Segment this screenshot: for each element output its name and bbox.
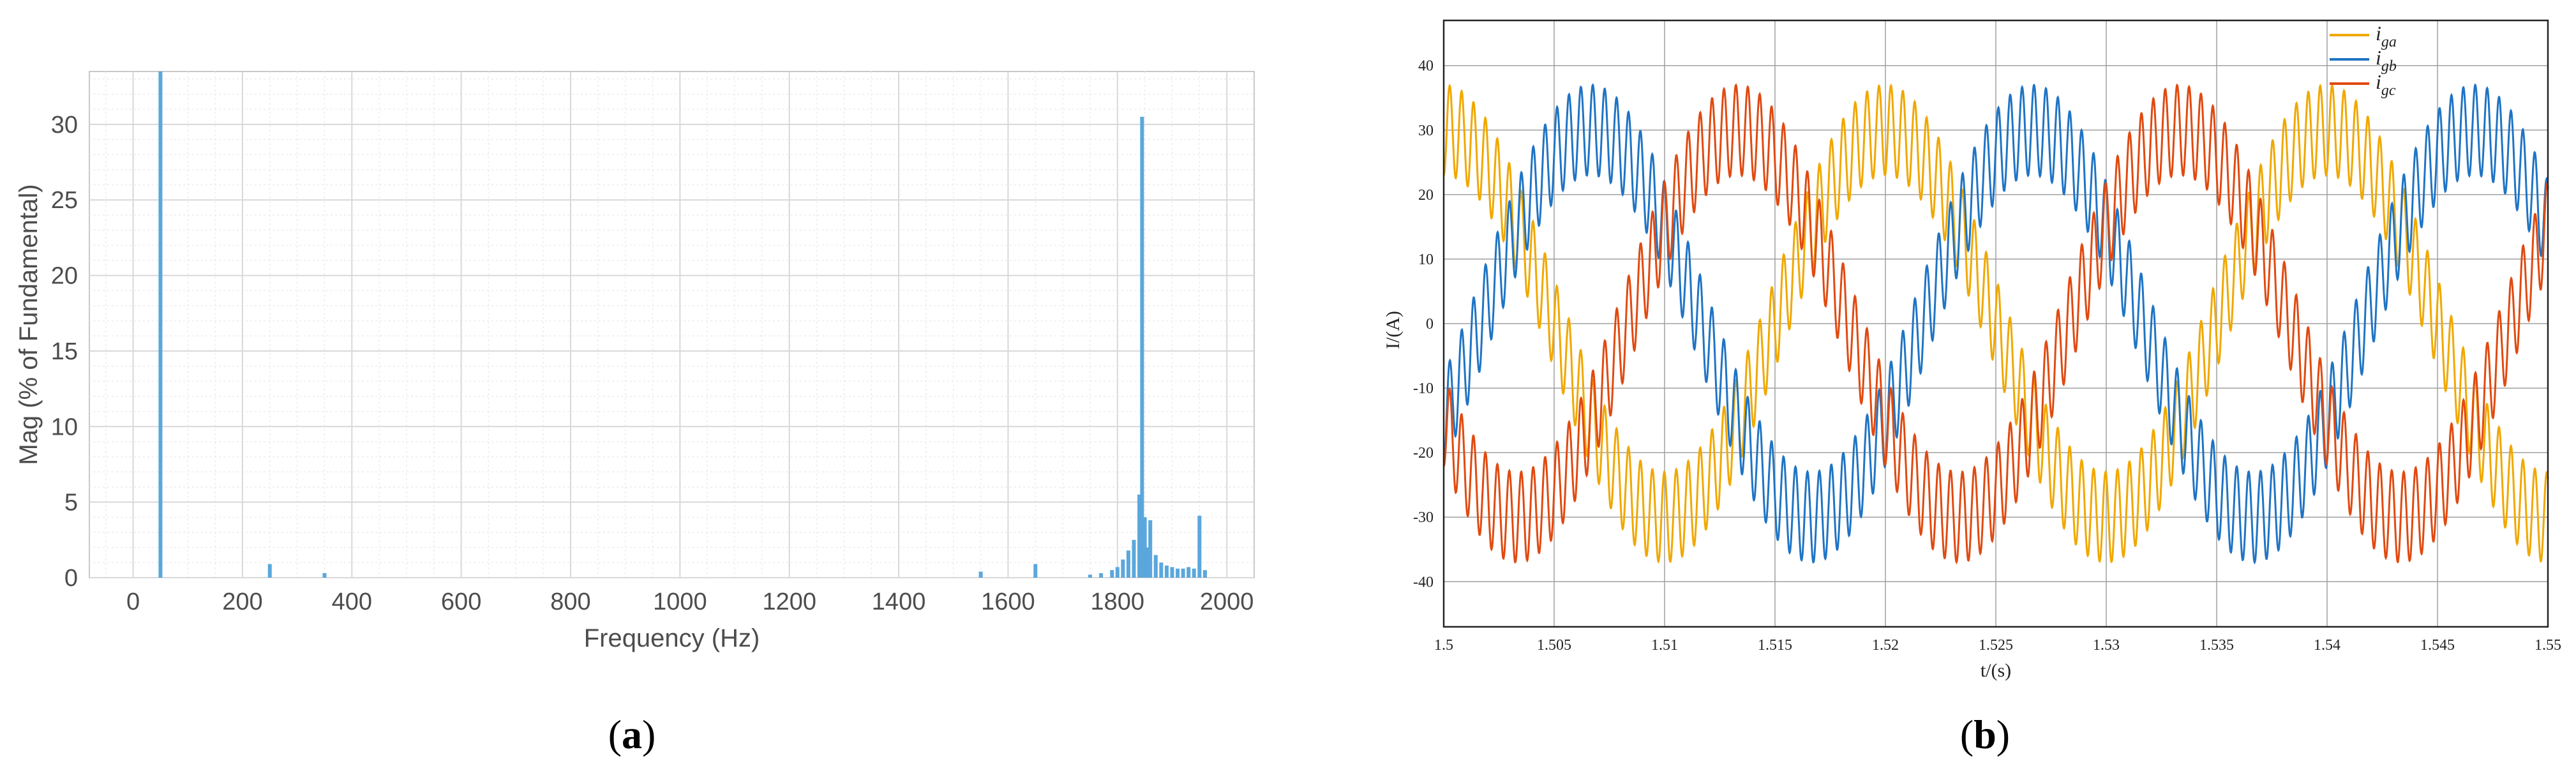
spectrum-bar: [1121, 559, 1125, 578]
spectrum-bar: [1148, 520, 1153, 578]
spectrum-x-tick-label: 200: [222, 589, 262, 615]
waveform-y-tick-label: -30: [1413, 509, 1434, 526]
waveform-x-tick-label: 1.51: [1651, 637, 1678, 654]
waveform-x-axis-label: t/(s): [1981, 660, 2011, 681]
series-line-igb: [1442, 83, 2549, 565]
waveform-x-tick-label: 1.545: [2420, 637, 2455, 654]
legend-label-main: i: [2376, 22, 2381, 45]
waveform-x-tick-label: 1.53: [2093, 637, 2120, 654]
spectrum-bar: [1145, 547, 1149, 578]
legend-label-main: i: [2376, 70, 2381, 93]
legend-label-main: i: [2376, 46, 2381, 69]
waveform-tick-labels: 1.5 1.505 1.51 1.515 1.52 1.525 1.53 1.535 1.54 1…: [1413, 58, 2561, 654]
legend-item-igb: igb: [2330, 46, 2397, 75]
spectrum-y-tick-label: 5: [64, 490, 78, 516]
spectrum-tick-labels: 0 200 400 600 800 1000 1200 1400 1600 1800 2000 0 5 1…: [51, 112, 1254, 615]
spectrum-bar: [1192, 568, 1196, 578]
waveform-x-tick-label: 1.505: [1537, 637, 1571, 654]
spectrum-x-tick-label: 1600: [981, 589, 1035, 615]
spectrum-x-tick-label: 1200: [762, 589, 816, 615]
waveform-y-tick-label: 30: [1418, 123, 1434, 139]
spectrum-y-tick-label: 25: [51, 187, 78, 214]
spectrum-bar: [1132, 539, 1136, 578]
spectrum-bar: [1197, 515, 1202, 578]
spectrum-x-tick-label: 400: [332, 589, 372, 615]
waveform-x-tick-label: 1.54: [2314, 637, 2340, 654]
spectrum-bar: [1159, 562, 1164, 578]
series-line-iga: [1442, 83, 2549, 564]
spectrum-bar: [1202, 570, 1207, 578]
spectrum-x-tick-label: 1000: [653, 589, 707, 615]
legend-label-sub: gc: [2381, 82, 2396, 99]
waveform-x-tick-label: 1.55: [2535, 637, 2561, 654]
spectrum-bar: [1115, 567, 1120, 578]
caption-b-letter: b: [1973, 712, 1996, 757]
spectrum-bar: [1088, 574, 1092, 578]
spectrum-bar: [1170, 567, 1174, 578]
spectrum-y-tick-label: 0: [64, 565, 78, 592]
spectrum-y-axis-label: Mag (% of Fundamental): [15, 184, 43, 465]
spectrum-bar: [322, 573, 327, 578]
spectrum-y-tick-label: 30: [51, 112, 78, 139]
spectrum-bar: [1187, 567, 1191, 578]
waveform-plot-frame: [1442, 19, 2549, 628]
spectrum-bar: [978, 571, 983, 578]
legend-label: iga: [2376, 22, 2397, 50]
waveform-y-tick-label: 20: [1418, 187, 1434, 204]
waveform-y-axis-label: I/(A): [1382, 311, 1404, 349]
caption-b: (b): [1960, 712, 2010, 757]
legend-label: igc: [2376, 70, 2396, 99]
waveform-y-tick-label: 0: [1426, 316, 1434, 333]
spectrum-y-tick-label: 20: [51, 263, 78, 290]
spectrum-y-tick-label: 10: [51, 414, 78, 440]
series-line-igc: [1443, 83, 2549, 565]
waveform-x-tick-label: 1.535: [2199, 637, 2234, 654]
waveform-y-tick-label: 40: [1418, 58, 1434, 75]
spectrum-bar: [1164, 566, 1169, 578]
spectrum-bar: [1110, 570, 1114, 578]
spectrum-bar: [1142, 517, 1147, 578]
spectrum-bar: [1099, 573, 1104, 578]
spectrum-bar: [1126, 550, 1130, 578]
legend-label-sub: gb: [2381, 58, 2397, 75]
spectrum-plot-area: [89, 71, 1255, 578]
spectrum-y-tick-label: 15: [51, 338, 78, 365]
waveform-y-tick-label: -20: [1413, 445, 1434, 461]
spectrum-bar: [158, 71, 163, 578]
waveform-grid: [1443, 20, 2549, 627]
spectrum-x-tick-label: 2000: [1200, 589, 1254, 615]
spectrum-x-tick-label: 0: [126, 589, 140, 615]
spectrum-bars: [158, 71, 1207, 578]
waveform-x-tick-label: 1.5: [1434, 637, 1453, 654]
spectrum-bar: [1176, 568, 1180, 578]
spectrum-bar: [1153, 555, 1158, 578]
waveform-series: [1442, 83, 2549, 565]
spectrum-bar: [1140, 117, 1144, 578]
spectrum-bar: [1181, 568, 1185, 578]
spectrum-x-axis-label: Frequency (Hz): [584, 624, 760, 652]
legend-item-igc: igc: [2330, 70, 2396, 99]
waveform-x-tick-label: 1.525: [1979, 637, 2013, 654]
spectrum-x-tick-label: 1400: [872, 589, 926, 615]
spectrum-bar: [1137, 494, 1142, 578]
caption-a-letter: a: [622, 712, 642, 757]
current-waveform-chart: 1.5 1.505 1.51 1.515 1.52 1.525 1.53 1.535 1.54 1…: [1382, 19, 2561, 681]
spectrum-x-tick-label: 800: [550, 589, 590, 615]
waveform-y-tick-label: -40: [1413, 574, 1434, 590]
legend-label-sub: ga: [2381, 34, 2397, 50]
spectrum-chart: 0 200 400 600 800 1000 1200 1400 1600 1800 2000 0 5 1…: [15, 71, 1255, 652]
spectrum-bar: [267, 564, 272, 578]
spectrum-bar: [1033, 564, 1038, 578]
waveform-y-tick-label: -10: [1413, 380, 1434, 397]
legend-label: igb: [2376, 46, 2397, 75]
waveform-x-tick-label: 1.515: [1758, 637, 1792, 654]
waveform-x-tick-label: 1.52: [1872, 637, 1899, 654]
caption-a: (a): [608, 712, 656, 757]
spectrum-x-tick-label: 1800: [1091, 589, 1145, 615]
spectrum-x-tick-label: 600: [441, 589, 481, 615]
waveform-y-tick-label: 10: [1418, 251, 1434, 268]
legend-item-iga: iga: [2330, 22, 2397, 50]
